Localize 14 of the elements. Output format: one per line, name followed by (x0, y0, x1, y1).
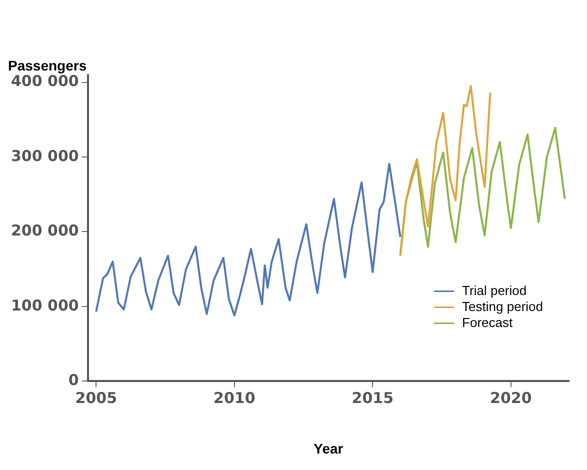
x-axis-title: Year (314, 440, 344, 456)
x-tick-label: 2015 (352, 389, 394, 408)
legend-label: Trial period (462, 282, 527, 298)
x-tick-label: 2020 (490, 389, 532, 408)
y-tick-label: 400 000 (10, 72, 79, 90)
y-tick-label: 0 (68, 371, 79, 390)
legend-label: Testing period (462, 298, 544, 314)
y-tick-label: 300 000 (10, 146, 79, 165)
legend-label: Forecast (462, 314, 514, 330)
y-tick-label: 200 000 (10, 222, 79, 240)
x-tick-label: 2005 (75, 389, 118, 408)
y-tick-label: 100 000 (10, 296, 79, 314)
y-axis-title: Passengers (8, 57, 87, 74)
x-tick-label: 2010 (214, 389, 256, 408)
